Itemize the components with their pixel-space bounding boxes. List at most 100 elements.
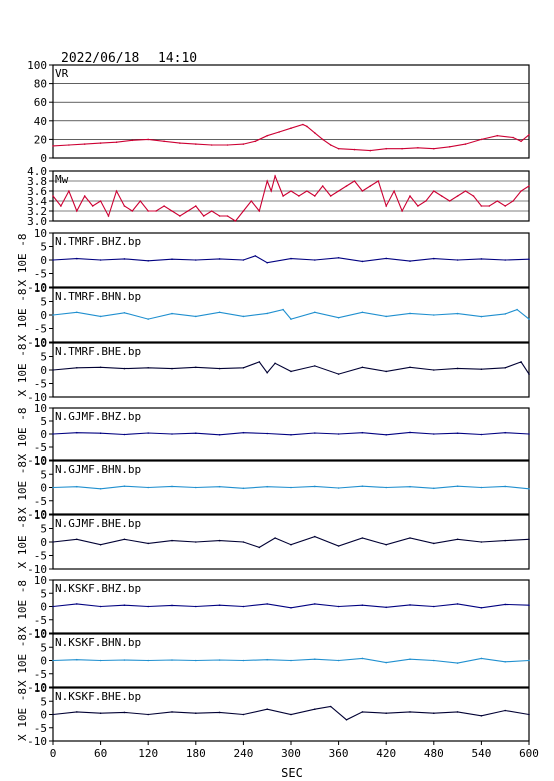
- y-tick-label: -10: [27, 454, 47, 467]
- data-point: [433, 712, 435, 714]
- data-point: [480, 315, 483, 318]
- data-point: [329, 705, 332, 708]
- data-point: [290, 190, 292, 192]
- data-point: [456, 259, 459, 261]
- data-point: [52, 145, 54, 147]
- y-tick-label: 0: [40, 709, 47, 722]
- data-point: [218, 434, 221, 436]
- y-tick-label: 5: [40, 415, 47, 428]
- y-tick-label: 5: [40, 587, 47, 600]
- y-tick-label: 5: [40, 241, 47, 254]
- data-point: [147, 260, 149, 262]
- data-point: [298, 195, 300, 197]
- data-point: [266, 312, 269, 315]
- data-point: [270, 190, 273, 192]
- data-point: [76, 538, 78, 541]
- data-point: [448, 200, 451, 202]
- data-point: [314, 708, 316, 710]
- data-point: [123, 659, 126, 661]
- data-point: [60, 205, 62, 207]
- data-point: [433, 369, 435, 371]
- data-point: [504, 603, 507, 606]
- y-tick-label: 0: [40, 601, 47, 614]
- y-axis-label: X 10E -8: [16, 344, 29, 397]
- panel-label: N.GJMF.BHN.bp: [55, 463, 141, 476]
- data-point: [385, 205, 388, 207]
- data-point: [480, 657, 483, 660]
- data-point: [171, 539, 173, 542]
- data-point: [528, 134, 530, 136]
- data-point: [504, 661, 507, 663]
- data-point: [361, 711, 364, 713]
- data-point: [210, 210, 213, 212]
- data-point: [195, 366, 197, 369]
- y-tick-label: -5: [34, 550, 47, 563]
- y-tick-label: -5: [34, 495, 47, 508]
- data-point: [456, 711, 459, 713]
- data-point: [99, 142, 102, 144]
- data-point: [417, 147, 419, 149]
- panel-label: N.KSKF.BHZ.bp: [55, 582, 141, 595]
- y-tick-label: 10: [34, 455, 47, 468]
- y-tick-label: -5: [34, 441, 47, 454]
- data-point: [528, 604, 530, 606]
- data-point: [345, 719, 348, 721]
- data-point: [218, 367, 221, 370]
- data-point: [234, 220, 237, 222]
- data-point: [504, 367, 507, 369]
- data-point: [195, 143, 197, 145]
- data-point: [266, 603, 269, 605]
- data-point: [242, 605, 245, 608]
- data-point: [314, 132, 316, 134]
- y-axis-label: X 10E -8: [16, 408, 29, 461]
- data-point: [171, 711, 173, 713]
- data-point: [385, 486, 388, 489]
- data-point: [361, 537, 364, 539]
- y-tick-label: 10: [34, 227, 47, 240]
- data-point: [314, 658, 316, 660]
- data-point: [147, 713, 149, 716]
- data-point: [504, 259, 507, 261]
- data-point: [337, 605, 340, 608]
- data-point: [99, 366, 102, 369]
- data-point: [409, 195, 411, 197]
- data-point: [512, 136, 514, 139]
- y-tick-label: 10: [34, 628, 47, 641]
- data-point: [254, 255, 257, 257]
- series-line: [52, 705, 530, 721]
- data-point: [496, 134, 499, 137]
- data-point: [361, 311, 364, 314]
- data-point: [321, 185, 324, 187]
- data-point: [337, 545, 340, 547]
- data-point: [409, 260, 411, 262]
- data-point: [242, 541, 245, 543]
- data-point: [369, 185, 372, 187]
- data-point: [314, 485, 316, 488]
- x-tick-label: 600: [519, 747, 539, 760]
- data-point: [274, 175, 276, 177]
- data-point: [425, 200, 427, 202]
- panel-label: N.TMRF.BHN.bp: [55, 290, 141, 303]
- data-point: [290, 434, 292, 436]
- y-tick-label: -5: [34, 614, 47, 627]
- data-point: [409, 537, 411, 539]
- data-point: [302, 123, 304, 126]
- y-tick-label: -10: [27, 681, 47, 694]
- y-tick-label: 0: [40, 482, 47, 495]
- y-axis-label: X 10E -8: [16, 516, 29, 569]
- y-tick-label: 60: [34, 96, 47, 109]
- data-point: [504, 313, 507, 315]
- data-point: [242, 431, 245, 434]
- data-point: [433, 605, 435, 608]
- data-point: [337, 190, 340, 192]
- header-date: 2022/06/18: [61, 51, 139, 66]
- data-point: [528, 373, 530, 375]
- data-point: [266, 371, 269, 374]
- data-point: [282, 195, 284, 197]
- data-point: [329, 195, 332, 197]
